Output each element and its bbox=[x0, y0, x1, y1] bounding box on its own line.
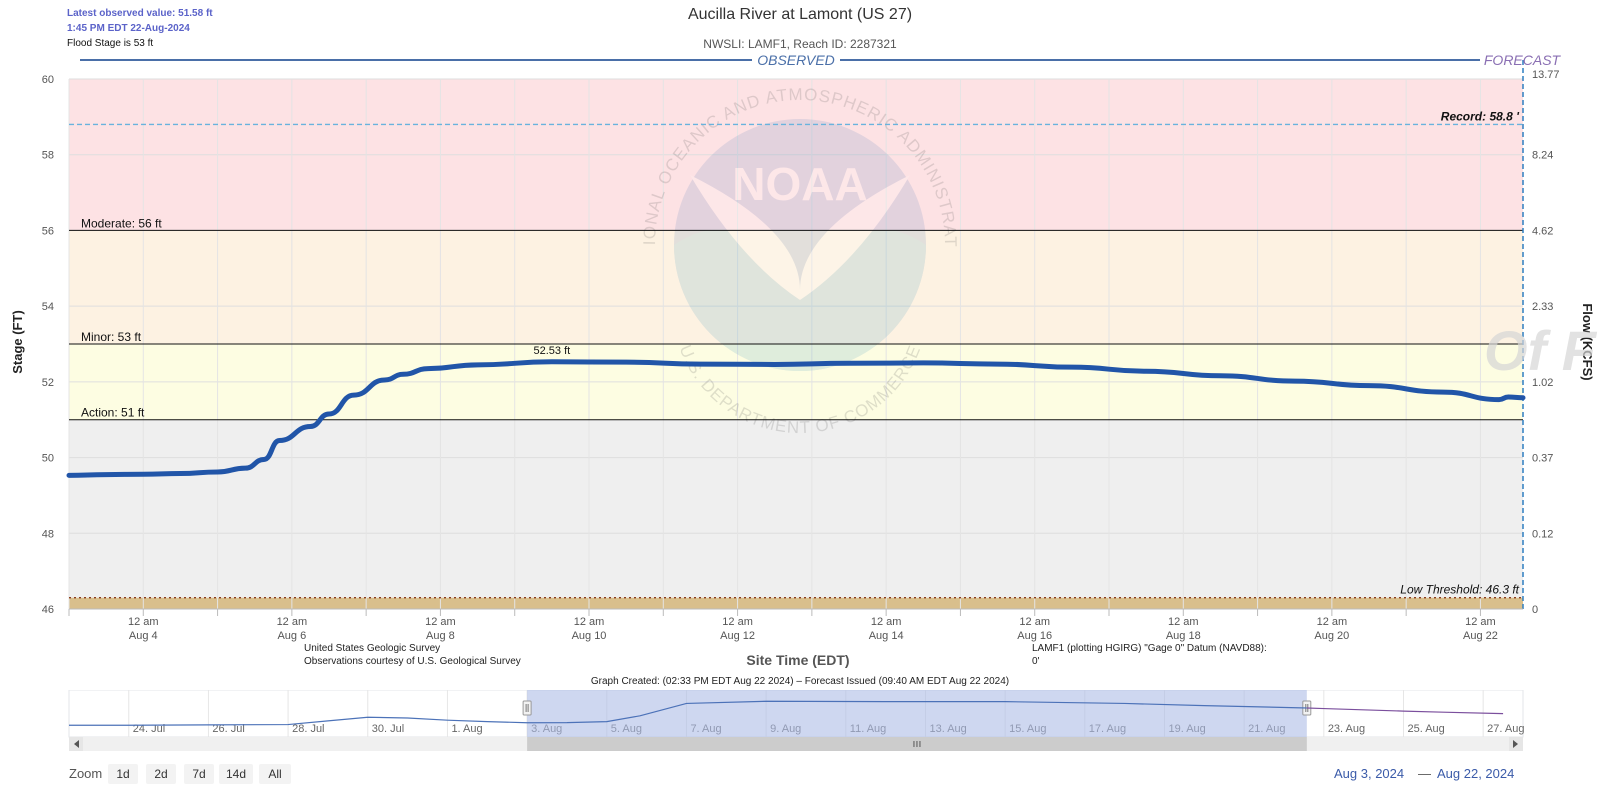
y-tick-label: 50 bbox=[42, 453, 54, 465]
x-tick-label-date: Aug 12 bbox=[720, 630, 755, 642]
x-tick-label-date: Aug 20 bbox=[1314, 630, 1349, 642]
x-tick-label-time: 12 am bbox=[425, 616, 456, 628]
navigator-scrollbar[interactable] bbox=[69, 737, 1523, 751]
datum-note-line2: 0' bbox=[1032, 656, 1040, 667]
y2-tick-label: 13.77 bbox=[1532, 69, 1560, 81]
x-tick-label-time: 12 am bbox=[277, 616, 308, 628]
x-tick-label-date: Aug 10 bbox=[572, 630, 607, 642]
datum-note: LAMF1 (plotting HGIRG) "Gage 0" Datum (N… bbox=[1032, 642, 1267, 668]
y2-tick-label: 0.12 bbox=[1532, 528, 1553, 540]
stage-band-0 bbox=[69, 597, 1523, 609]
y2-tick-label: 2.33 bbox=[1532, 301, 1553, 313]
navigator-date-label: 27. Aug bbox=[1487, 723, 1524, 735]
x-tick-label-time: 12 am bbox=[1317, 616, 1348, 628]
stage-band-1 bbox=[69, 419, 1523, 598]
flood-stage-note: Flood Stage is 53 ft bbox=[67, 38, 154, 49]
navigator-date-label: 25. Aug bbox=[1407, 723, 1444, 735]
navigator-forecast-line bbox=[1306, 707, 1504, 715]
x-tick-label-date: Aug 22 bbox=[1463, 630, 1498, 642]
zoom-7d-button[interactable]: 7d bbox=[184, 764, 214, 784]
y2-tick-label: 1.02 bbox=[1532, 377, 1553, 389]
record-label: Record: 58.8 ' bbox=[1441, 109, 1520, 123]
minor-threshold-label: Minor: 53 ft bbox=[81, 330, 142, 344]
y-tick-label: 60 bbox=[42, 74, 54, 86]
chevron-left-icon bbox=[74, 740, 79, 748]
y2-tick-label: 4.62 bbox=[1532, 225, 1553, 237]
zoom-all-button[interactable]: All bbox=[259, 764, 291, 784]
navigator-date-label: 28. Jul bbox=[292, 723, 324, 735]
chart-subtitle: NWSLI: LAMF1, Reach ID: 2287321 bbox=[703, 37, 897, 51]
chevron-right-icon bbox=[1513, 740, 1518, 748]
low-threshold-label: Low Threshold: 46.3 ft bbox=[1400, 583, 1519, 597]
navigator-date-label: 26. Jul bbox=[212, 723, 244, 735]
x-tick-label-date: Aug 8 bbox=[426, 630, 455, 642]
y-tick-label: 52 bbox=[42, 377, 54, 389]
x-tick-label-time: 12 am bbox=[128, 616, 159, 628]
x-tick-label-date: Aug 4 bbox=[129, 630, 158, 642]
y2-tick-label: 0.37 bbox=[1532, 453, 1553, 465]
observed-label: OBSERVED bbox=[757, 52, 835, 68]
usgs-credit: United States Geologic Survey Observatio… bbox=[304, 642, 521, 668]
range-to-input[interactable]: Aug 22, 2024 bbox=[1437, 766, 1515, 781]
zoom-2d-button[interactable]: 2d bbox=[146, 764, 176, 784]
moderate-threshold-label: Moderate: 56 ft bbox=[81, 216, 162, 230]
action-threshold-label: Action: 51 ft bbox=[81, 406, 145, 420]
y-tick-label: 46 bbox=[42, 604, 54, 616]
navigator-left-handle[interactable] bbox=[522, 700, 532, 716]
navigator-date-label: 30. Jul bbox=[372, 723, 404, 735]
observed-time: 1:45 PM EDT 22-Aug-2024 bbox=[67, 23, 190, 34]
range-from-input[interactable]: Aug 3, 2024 bbox=[1334, 766, 1405, 781]
x-tick-label-time: 12 am bbox=[574, 616, 605, 628]
navigator-observed-line bbox=[69, 700, 1307, 726]
peak-label: 52.53 ft bbox=[534, 345, 571, 357]
navigator-date-label: 1. Aug bbox=[451, 723, 482, 735]
y2-axis-title: Flow (KCFS) bbox=[1580, 303, 1595, 380]
side-overlay-text: Of F bbox=[1484, 319, 1598, 382]
y-tick-label: 58 bbox=[42, 150, 54, 162]
y-tick-label: 48 bbox=[42, 528, 54, 540]
usgs-credit-line1: United States Geologic Survey bbox=[304, 643, 441, 654]
usgs-credit-line2: Observations courtesy of U.S. Geological… bbox=[304, 656, 521, 667]
x-tick-label-date: Aug 14 bbox=[869, 630, 904, 642]
datum-note-line1: LAMF1 (plotting HGIRG) "Gage 0" Datum (N… bbox=[1032, 643, 1267, 654]
y-axis-title: Stage (FT) bbox=[10, 310, 25, 374]
chart-title: Aucilla River at Lamont (US 27) bbox=[687, 6, 913, 23]
x-tick-label-time: 12 am bbox=[1019, 616, 1050, 628]
x-tick-label-time: 12 am bbox=[1465, 616, 1496, 628]
x-tick-label-date: Aug 16 bbox=[1017, 630, 1052, 642]
y2-tick-label: 0 bbox=[1532, 604, 1538, 616]
navigator-selected-range[interactable] bbox=[527, 690, 1307, 737]
y-tick-label: 56 bbox=[42, 225, 54, 237]
noaa-logo-text: NOAA bbox=[732, 158, 867, 210]
x-tick-label-date: Aug 6 bbox=[277, 630, 306, 642]
forecast-label: FORECAST bbox=[1484, 52, 1562, 68]
navigator-date-label: 24. Jul bbox=[133, 723, 165, 735]
y-tick-label: 54 bbox=[42, 301, 54, 313]
latest-observed-value: Latest observed value: 51.58 ft bbox=[67, 8, 213, 19]
navigator-date-label: 23. Aug bbox=[1328, 723, 1365, 735]
x-axis-title: Site Time (EDT) bbox=[746, 652, 849, 668]
x-tick-label-time: 12 am bbox=[1168, 616, 1199, 628]
range-separator: — bbox=[1418, 766, 1431, 781]
x-tick-label-time: 12 am bbox=[722, 616, 753, 628]
zoom-label: Zoom bbox=[69, 766, 103, 781]
scrollbar-grip-icon bbox=[913, 741, 921, 747]
x-tick-label-date: Aug 18 bbox=[1166, 630, 1201, 642]
x-tick-label-time: 12 am bbox=[871, 616, 902, 628]
y2-tick-label: 8.24 bbox=[1532, 150, 1553, 162]
graph-created-note: Graph Created: (02:33 PM EDT Aug 22 2024… bbox=[590, 676, 1010, 687]
zoom-1d-button[interactable]: 1d bbox=[108, 764, 138, 784]
observed-forecast-bar: OBSERVED FORECAST bbox=[80, 52, 1562, 68]
observed-stage-line bbox=[66, 359, 1526, 478]
stage-band-3 bbox=[69, 230, 1523, 344]
zoom-14d-button[interactable]: 14d bbox=[219, 764, 253, 784]
